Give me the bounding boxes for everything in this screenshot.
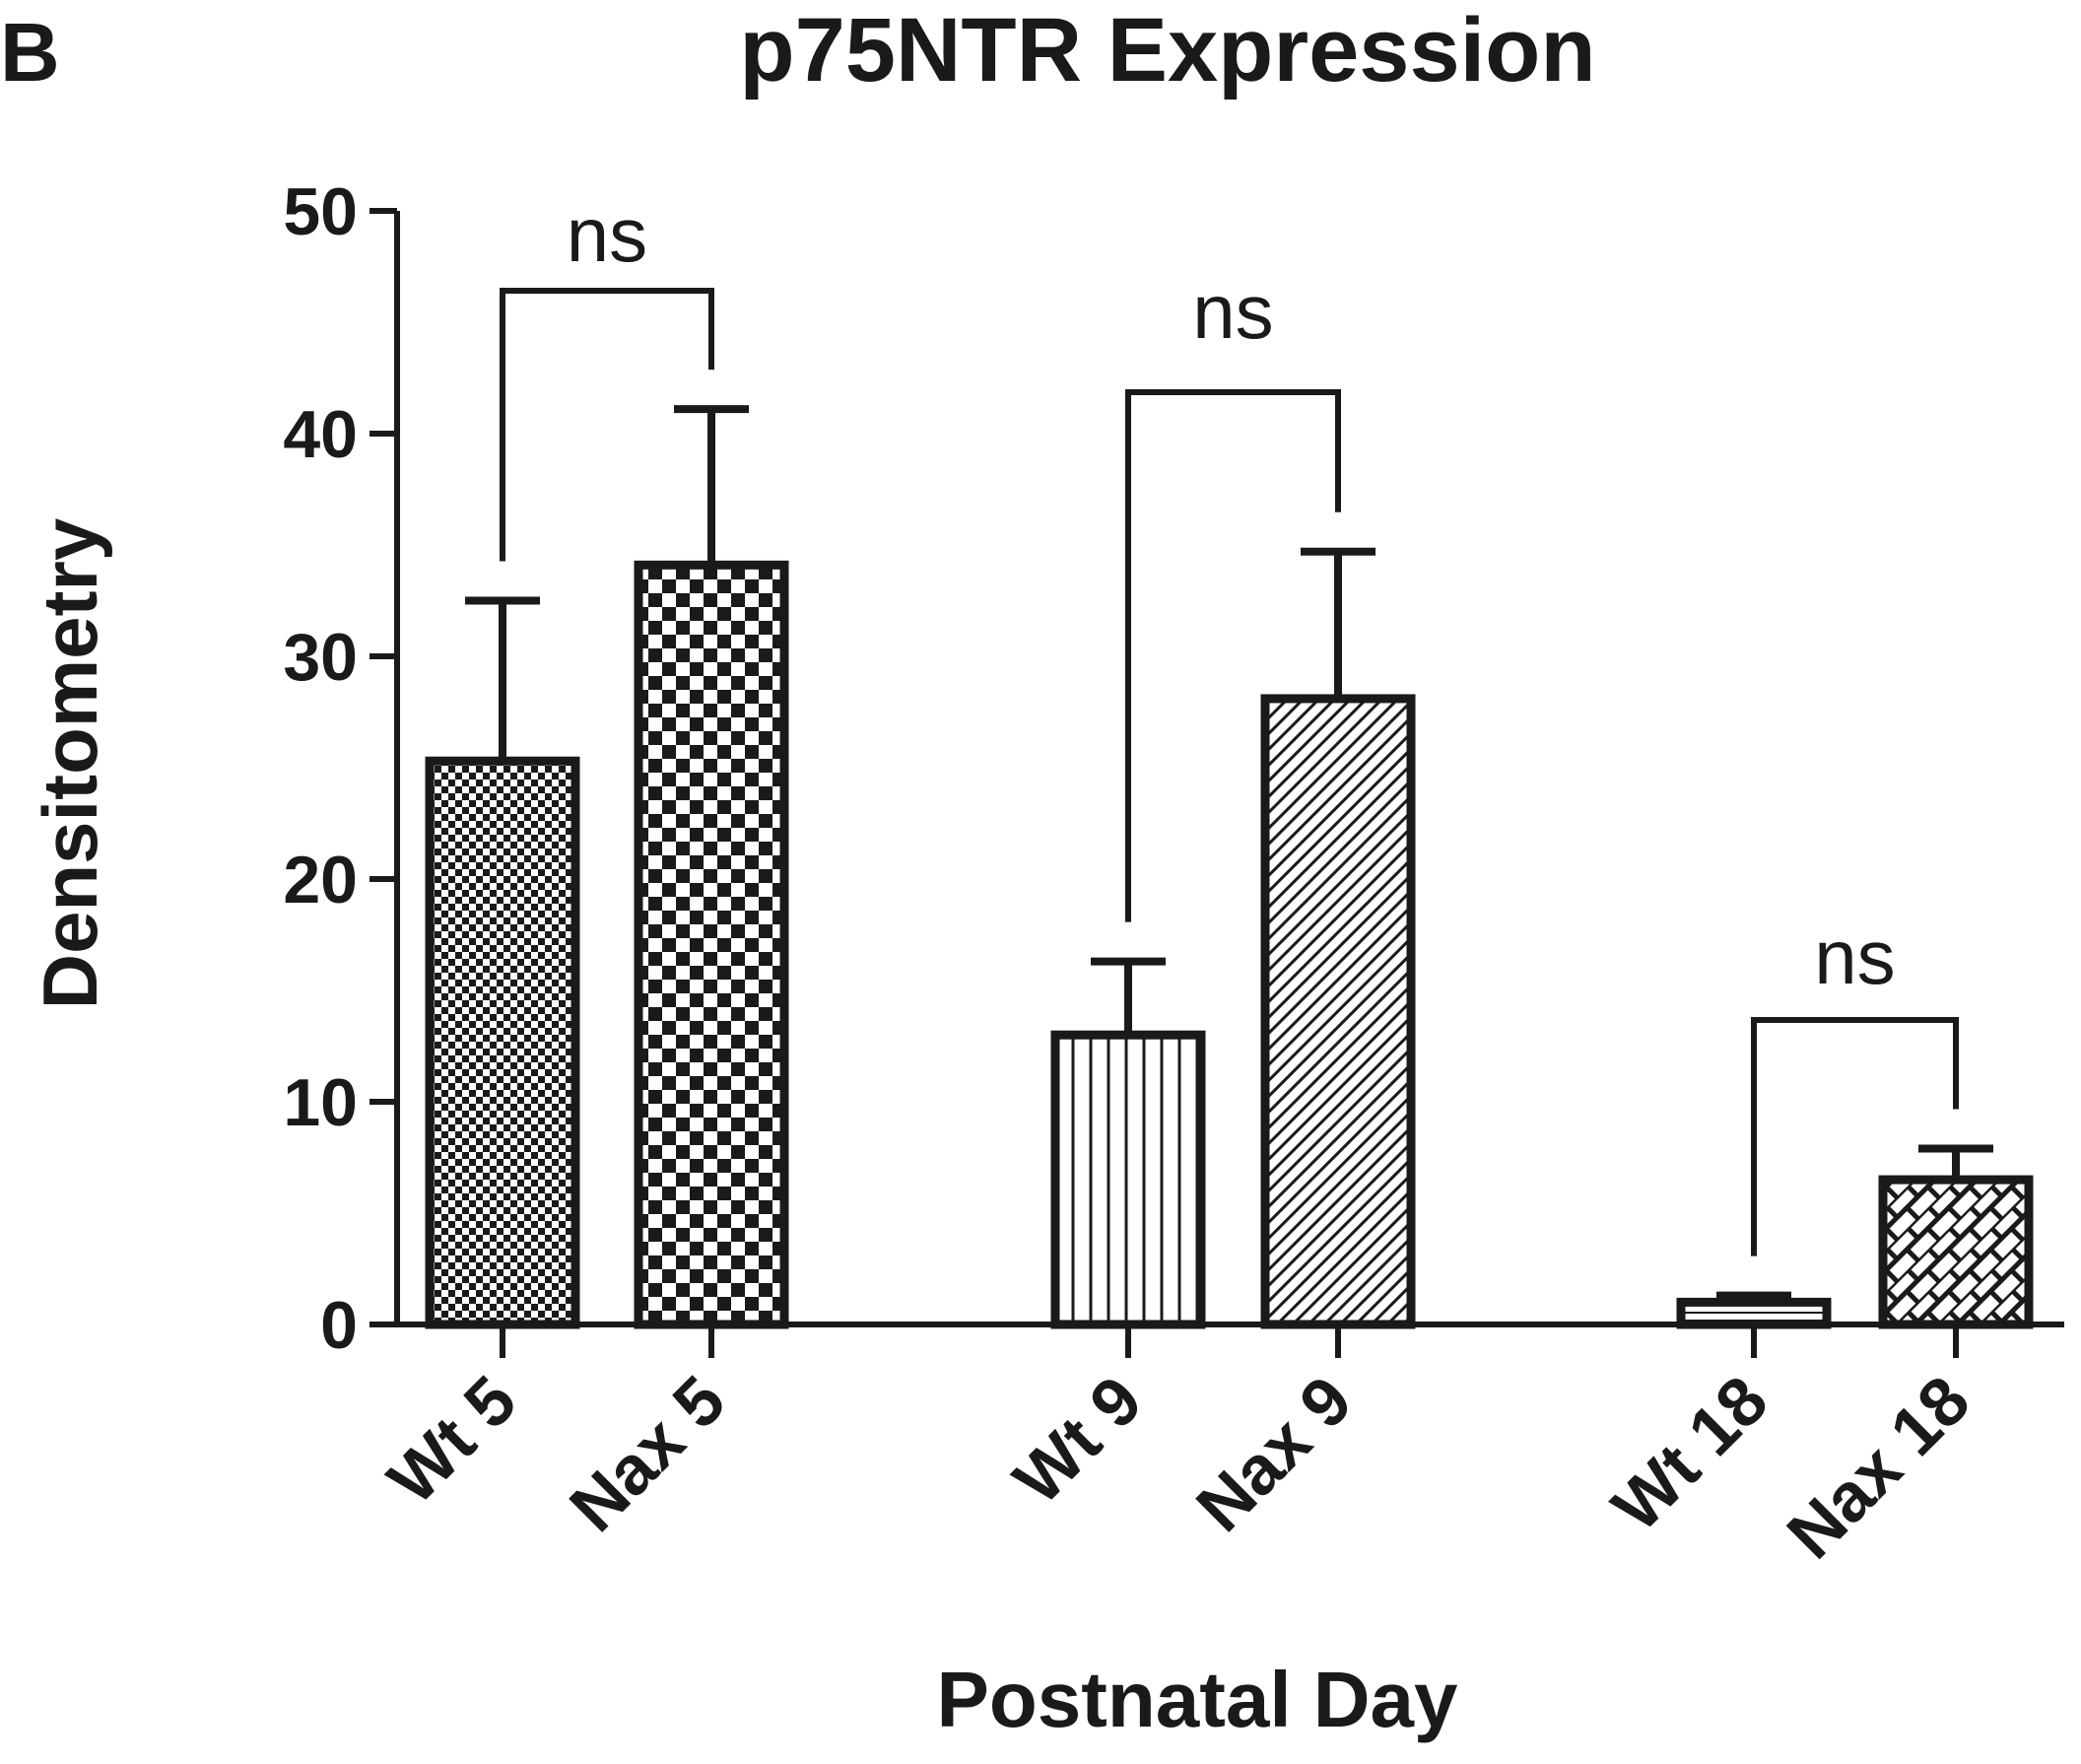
y-tick-label: 10: [283, 1065, 358, 1140]
bar: [634, 560, 789, 1329]
y-tick-label: 0: [320, 1288, 358, 1363]
y-tick-label: 30: [283, 620, 358, 695]
significance-bracket: [1751, 1017, 1959, 1256]
bar: [425, 756, 580, 1329]
bar: [1050, 1030, 1206, 1329]
bar: [1676, 1297, 1832, 1329]
y-ticks: 0 10 20 30 40 50: [283, 174, 397, 1363]
error-bars: [465, 405, 1993, 1303]
chart-title: p75NTR Expression: [739, 0, 1595, 101]
x-tick-label: Nax 5: [555, 1361, 739, 1545]
x-tick-label: Wt 5: [373, 1361, 531, 1519]
bar: [1260, 694, 1416, 1329]
bars: [425, 560, 2034, 1329]
y-axis-label: Densitometry: [27, 518, 113, 1009]
significance-brackets: ns ns ns: [500, 191, 1959, 1256]
significance-bracket: [500, 288, 714, 562]
x-tick-label: Wt 18: [1597, 1361, 1781, 1545]
y-tick-label: 50: [283, 174, 358, 249]
significance-label: ns: [1814, 914, 1895, 1000]
bar: [1878, 1175, 2034, 1329]
panel-label: B: [0, 6, 60, 99]
significance-bracket: [1125, 389, 1341, 922]
significance-label: ns: [567, 191, 647, 278]
x-tick-label: Nax 18: [1773, 1361, 1984, 1573]
y-tick-label: 20: [283, 843, 358, 917]
x-tick-label: Wt 9: [999, 1361, 1157, 1519]
x-tick-label: Nax 9: [1181, 1361, 1366, 1545]
x-axis-label: Postnatal Day: [936, 1656, 1458, 1743]
significance-label: ns: [1192, 268, 1273, 355]
y-tick-label: 40: [283, 397, 358, 472]
